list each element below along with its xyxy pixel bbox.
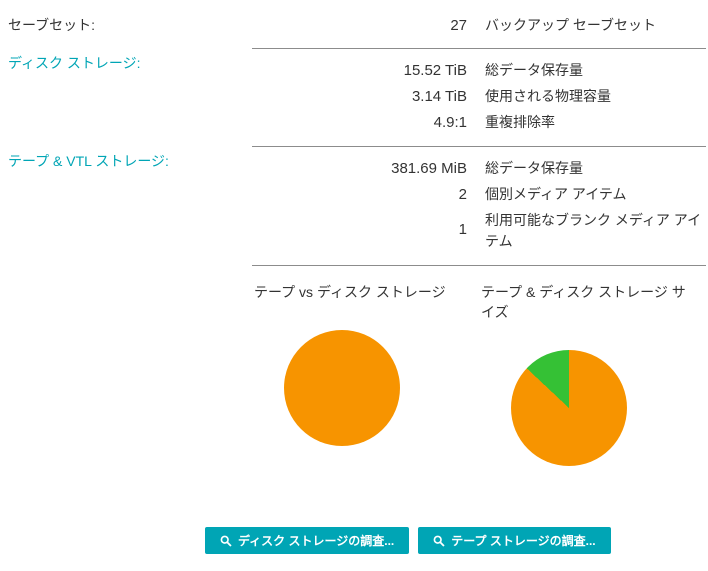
- tape-total-value: 381.69 MiB: [391, 159, 467, 177]
- disk-storage-stats: 15.52 TiB 総データ保存量 3.14 TiB 使用される物理容量 4.9…: [252, 48, 706, 146]
- search-icon: [220, 535, 232, 547]
- chart-tape-vs-disk: テープ vs ディスク ストレージ: [254, 282, 481, 466]
- pie-chart-tape-disk-size: [511, 350, 627, 466]
- chart-title-tape-vs-disk: テープ vs ディスク ストレージ: [254, 284, 446, 300]
- chart-tape-disk-size: テープ & ディスク ストレージ サイズ: [481, 282, 708, 466]
- disk-dedup-row: 4.9:1 重複排除率: [252, 109, 706, 135]
- saveset-count-value: 27: [450, 16, 467, 34]
- disk-physical-row: 3.14 TiB 使用される物理容量: [252, 83, 706, 109]
- tape-total-row: 381.69 MiB 総データ保存量: [252, 155, 706, 181]
- disk-dedup-value: 4.9:1: [433, 113, 467, 131]
- explore-disk-storage-button[interactable]: ディスク ストレージの調査...: [205, 527, 410, 554]
- tape-vtl-stats: 381.69 MiB 総データ保存量 2 個別メディア アイテム 1 利用可能な…: [252, 146, 706, 265]
- tape-total-desc: 総データ保存量: [485, 160, 583, 176]
- storage-summary-panel: セーブセット: 27 バックアップ セーブセット ディスク ストレージ: 15.…: [0, 10, 708, 554]
- tape-blank-row: 1 利用可能なブランク メディア アイテム: [252, 207, 706, 252]
- disk-dedup-desc: 重複排除率: [485, 114, 555, 130]
- tape-blank-value: 1: [458, 221, 467, 238]
- chart-title-tape-disk-size: テープ & ディスク ストレージ サイズ: [481, 284, 686, 320]
- disk-physical-value: 3.14 TiB: [411, 87, 467, 105]
- search-icon: [433, 535, 445, 547]
- explore-tape-storage-button[interactable]: テープ ストレージの調査...: [418, 527, 611, 554]
- tape-vtl-section: テープ & VTL ストレージ: 381.69 MiB 総データ保存量 2 個別…: [0, 146, 708, 265]
- tape-media-row: 2 個別メディア アイテム: [252, 181, 706, 207]
- actions-row: ディスク ストレージの調査... テープ ストレージの調査...: [205, 527, 611, 554]
- disk-storage-link[interactable]: ディスク ストレージ:: [8, 55, 141, 71]
- disk-total-value: 15.52 TiB: [403, 61, 467, 79]
- explore-disk-storage-label: ディスク ストレージの調査...: [238, 534, 395, 548]
- disk-storage-section: ディスク ストレージ: 15.52 TiB 総データ保存量 3.14 TiB 使…: [0, 48, 708, 146]
- saveset-count-desc: バックアップ セーブセット: [485, 17, 657, 33]
- saveset-count-row: 27 バックアップ セーブセット: [252, 12, 706, 38]
- tape-vtl-link[interactable]: テープ & VTL ストレージ:: [8, 153, 169, 169]
- saveset-section: セーブセット: 27 バックアップ セーブセット: [0, 10, 708, 48]
- explore-tape-storage-label: テープ ストレージの調査...: [451, 534, 596, 548]
- saveset-label: セーブセット:: [8, 17, 96, 33]
- pie-chart-tape-vs-disk: [284, 330, 400, 446]
- disk-physical-desc: 使用される物理容量: [485, 88, 611, 104]
- charts-row: テープ vs ディスク ストレージ テープ & ディスク ストレージ サイズ: [254, 282, 708, 466]
- tape-blank-desc: 利用可能なブランク メディア アイテム: [485, 212, 702, 249]
- disk-total-row: 15.52 TiB 総データ保存量: [252, 57, 706, 83]
- tape-media-desc: 個別メディア アイテム: [485, 186, 627, 202]
- divider: [252, 265, 706, 266]
- disk-total-desc: 総データ保存量: [485, 62, 583, 78]
- tape-media-value: 2: [458, 185, 467, 203]
